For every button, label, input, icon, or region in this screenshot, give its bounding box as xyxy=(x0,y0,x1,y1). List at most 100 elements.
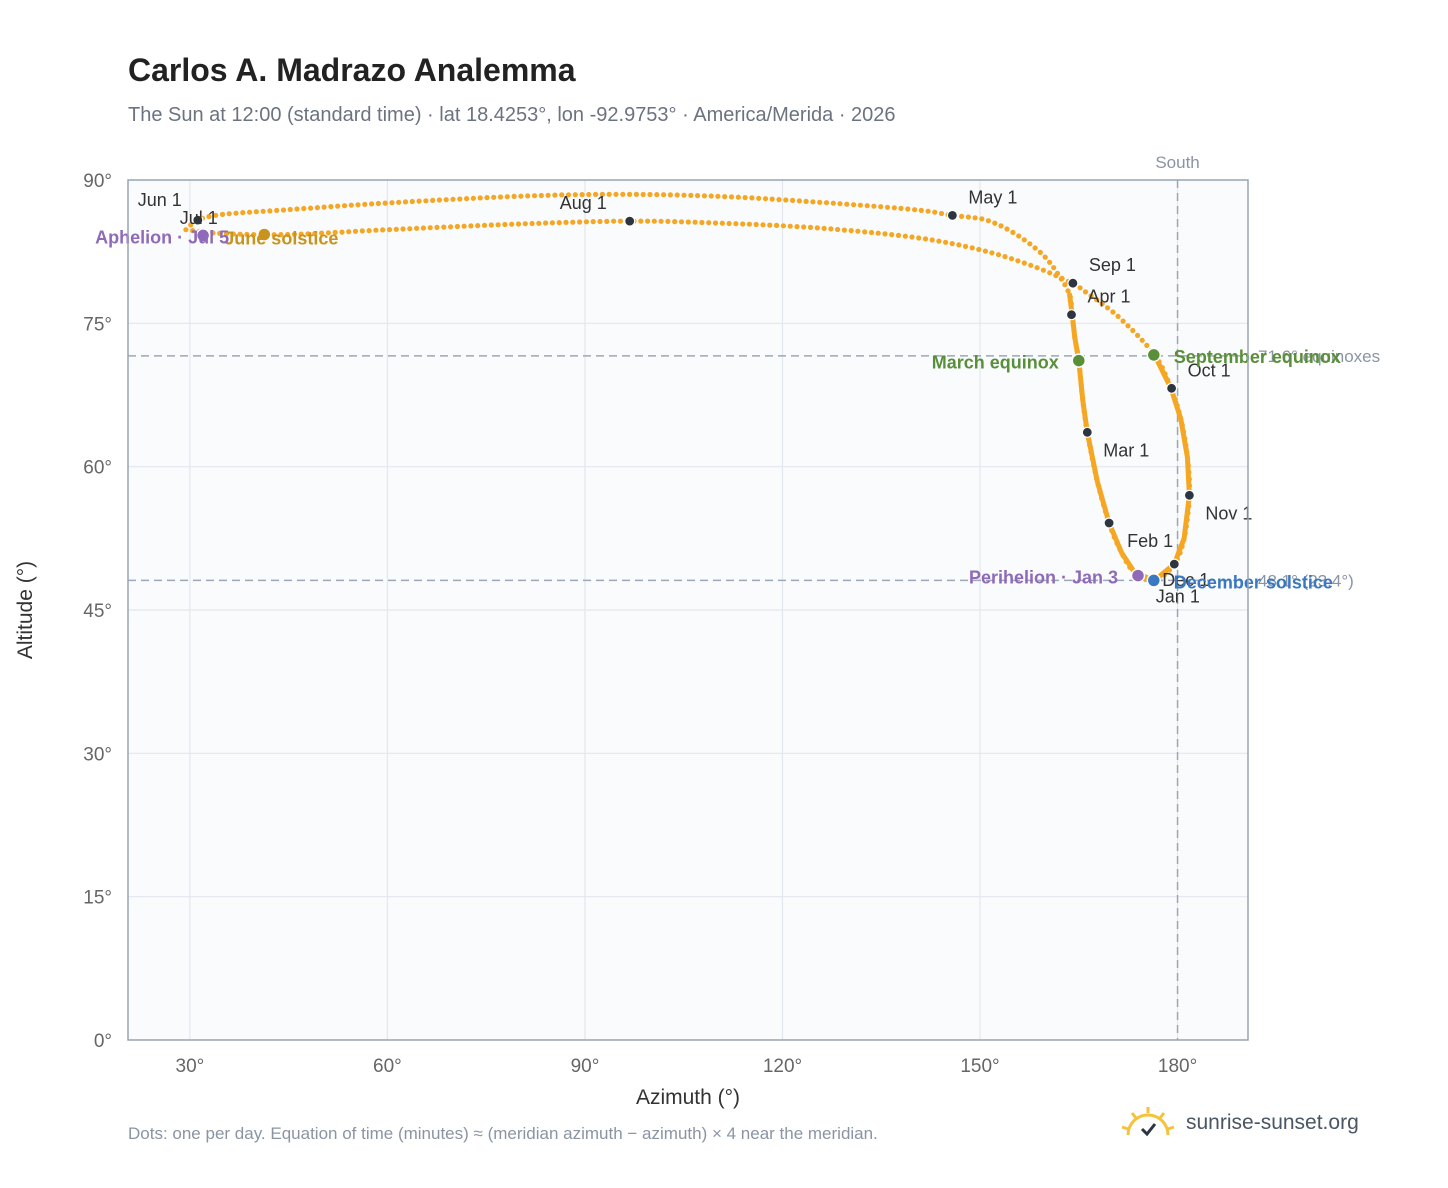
daily-sun-dot xyxy=(502,221,508,228)
daily-sun-dot xyxy=(814,225,820,231)
daily-sun-dot xyxy=(188,222,194,228)
daily-sun-dot xyxy=(864,203,870,209)
daily-sun-dot xyxy=(774,222,780,228)
daily-sun-dot xyxy=(882,231,888,237)
daily-sun-dot xyxy=(719,220,725,226)
daily-sun-dot xyxy=(511,193,517,199)
daily-sun-dot xyxy=(206,213,212,220)
brand-logo[interactable]: sunrise-sunset.org xyxy=(1120,1103,1359,1143)
daily-sun-dot xyxy=(423,198,429,204)
daily-sun-dot xyxy=(780,223,787,229)
daily-sun-dot xyxy=(325,230,331,236)
daily-sun-dot xyxy=(1034,265,1040,271)
daily-sun-dot xyxy=(233,210,239,216)
chart-subtitle: The Sun at 12:00 (standard time) · lat 1… xyxy=(128,104,896,126)
daily-sun-dot xyxy=(219,211,226,217)
daily-sun-dot xyxy=(1016,233,1022,239)
daily-sun-dot xyxy=(240,210,246,216)
daily-sun-dot xyxy=(312,230,318,237)
daily-sun-dot xyxy=(223,231,230,237)
daily-sun-dot xyxy=(565,192,572,198)
daily-sun-dot xyxy=(715,193,721,199)
daily-sun-dot xyxy=(884,204,891,210)
daily-sun-dot xyxy=(1047,270,1053,276)
daily-sun-dot xyxy=(857,202,864,208)
daily-sun-dot xyxy=(352,228,359,234)
daily-sun-dot xyxy=(1120,318,1126,324)
daily-sun-dot xyxy=(346,229,352,235)
month-marker xyxy=(1165,382,1178,394)
daily-sun-dot xyxy=(504,194,510,200)
daily-sun-dot xyxy=(760,222,766,228)
daily-sun-dot xyxy=(604,218,610,224)
daily-sun-dot xyxy=(1088,293,1094,299)
daily-sun-dot xyxy=(638,218,644,224)
daily-sun-dot xyxy=(1065,288,1071,294)
daily-sun-dot xyxy=(992,220,998,226)
daily-sun-dot xyxy=(1077,285,1083,291)
daily-sun-dot xyxy=(878,204,884,210)
event-label: March equinox xyxy=(932,353,1059,373)
daily-sun-dot xyxy=(464,196,470,202)
daily-sun-dot xyxy=(776,197,782,203)
daily-sun-dot xyxy=(918,207,924,213)
daily-sun-dot xyxy=(251,232,257,238)
daily-sun-dot xyxy=(552,192,558,198)
month-marker xyxy=(1103,517,1115,529)
daily-sun-dot xyxy=(382,200,388,206)
daily-sun-dot xyxy=(525,193,531,199)
daily-sun-dot xyxy=(389,200,395,206)
daily-sun-dot xyxy=(956,242,962,248)
daily-sun-dot xyxy=(969,245,975,251)
daily-sun-dot xyxy=(695,193,701,199)
daily-sun-dot xyxy=(688,192,694,198)
daily-sun-dot xyxy=(667,192,674,198)
daily-sun-dot xyxy=(801,224,807,230)
daily-sun-dot xyxy=(454,223,460,230)
daily-sun-dot xyxy=(617,218,624,224)
daily-sun-dot xyxy=(217,230,223,236)
daily-sun-dot xyxy=(183,227,189,233)
daily-sun-dot xyxy=(647,191,653,198)
month-label: Jul 1 xyxy=(180,208,218,228)
event-marker xyxy=(1146,347,1162,363)
daily-sun-dot xyxy=(409,198,415,205)
daily-sun-dot xyxy=(672,219,678,225)
daily-sun-dot xyxy=(434,224,440,230)
daily-sun-dot xyxy=(402,199,409,205)
daily-sun-dot xyxy=(1110,309,1116,315)
daily-sun-dot xyxy=(477,195,483,201)
daily-sun-dot xyxy=(742,195,748,201)
sun-check-icon xyxy=(1121,1107,1175,1137)
daily-sun-dot xyxy=(1021,260,1027,266)
daily-sun-dot xyxy=(461,223,467,229)
daily-sun-dot xyxy=(373,227,379,233)
month-label: Apr 1 xyxy=(1088,287,1131,307)
daily-sun-dot xyxy=(868,229,875,236)
daily-sun-dot xyxy=(803,198,809,204)
daily-sun-dot xyxy=(253,209,259,215)
month-marker xyxy=(946,209,959,221)
daily-sun-dot xyxy=(753,221,759,228)
daily-sun-dot xyxy=(359,228,365,234)
daily-sun-dot xyxy=(278,232,284,238)
daily-sun-dot xyxy=(837,201,843,207)
daily-sun-dot xyxy=(393,226,399,232)
daily-sun-dot xyxy=(692,219,698,225)
month-marker xyxy=(1168,558,1180,570)
daily-sun-dot xyxy=(943,239,949,245)
daily-sun-dot xyxy=(606,191,612,197)
daily-sun-dot xyxy=(443,197,449,203)
y-tick-label: 30° xyxy=(83,744,112,765)
month-label: May 1 xyxy=(968,187,1017,207)
daily-sun-dot xyxy=(430,197,436,203)
daily-sun-dot xyxy=(830,200,836,206)
reference-lines: South 71.6° equinoxes 48.1° (23.4°) xyxy=(128,153,1380,1040)
daily-sun-dot xyxy=(875,230,881,236)
daily-sun-dot xyxy=(995,252,1002,258)
month-label: Aug 1 xyxy=(560,193,607,213)
daily-sun-dot xyxy=(314,205,320,211)
daily-sun-dot xyxy=(590,219,596,225)
daily-sun-dot xyxy=(1047,259,1053,265)
daily-sun-dot xyxy=(285,231,291,238)
